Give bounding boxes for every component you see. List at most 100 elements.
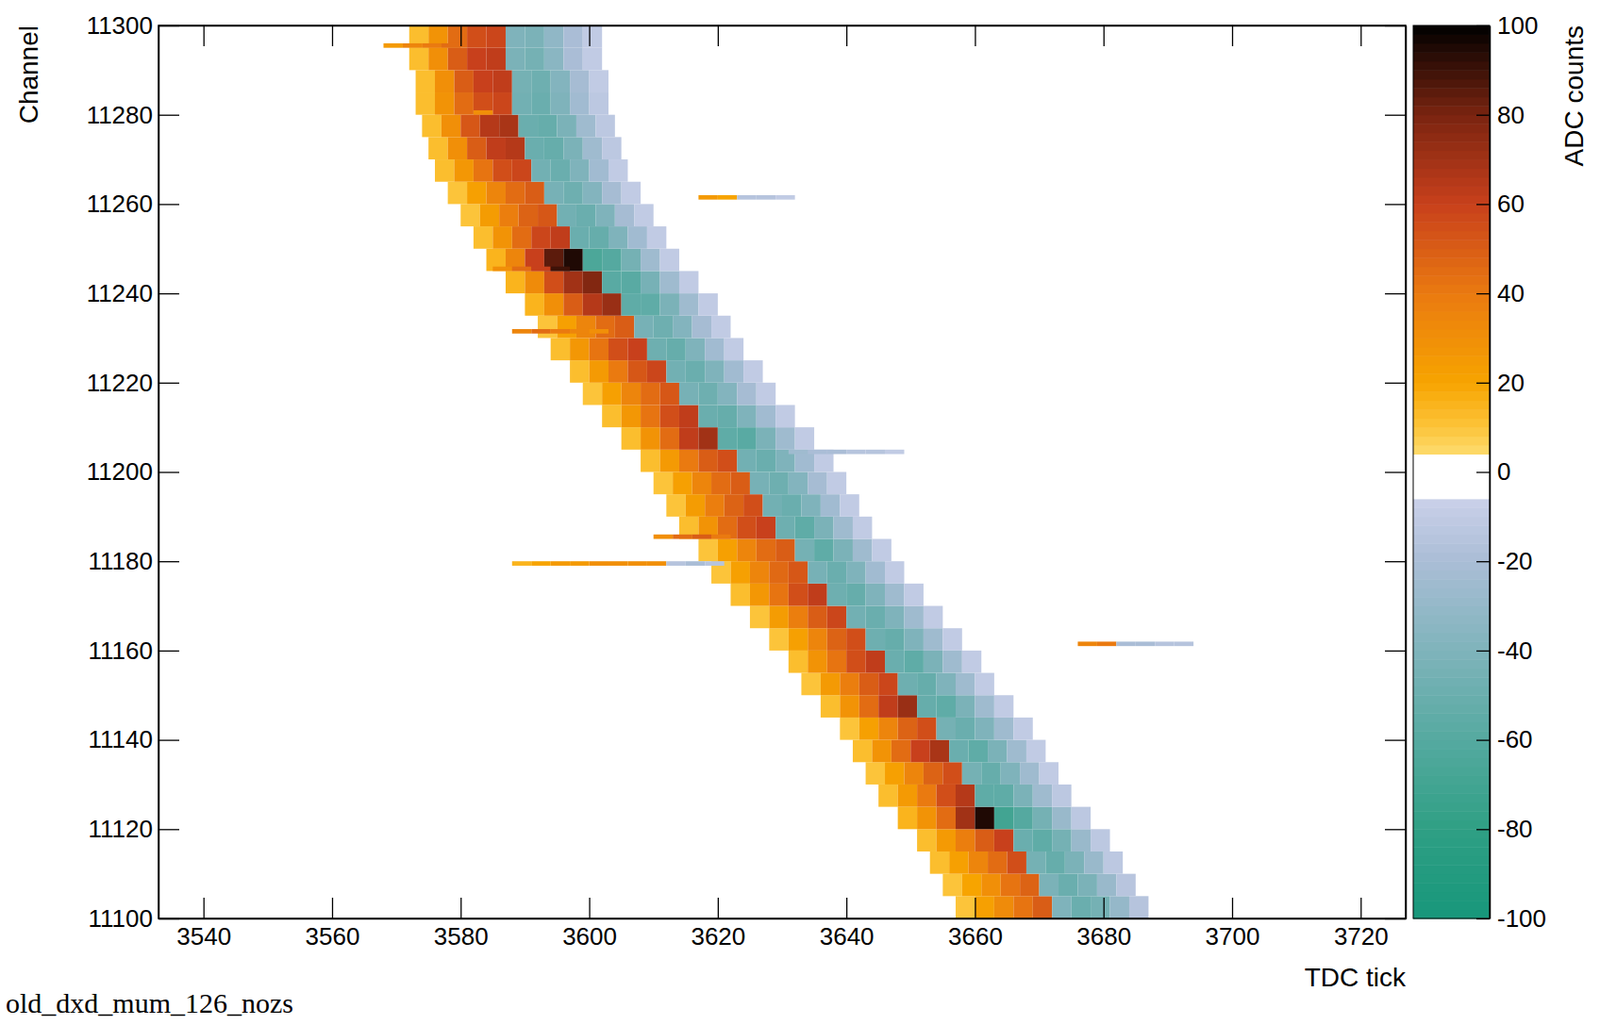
cell bbox=[460, 203, 480, 227]
cell bbox=[621, 427, 641, 450]
cell bbox=[453, 92, 473, 116]
cell bbox=[788, 650, 808, 674]
cell bbox=[647, 360, 667, 384]
tick-mark bbox=[846, 25, 848, 47]
cell bbox=[974, 784, 994, 808]
cell bbox=[827, 606, 847, 630]
colorbar-swatch bbox=[1413, 105, 1490, 116]
cell bbox=[846, 628, 866, 651]
cell bbox=[685, 494, 705, 517]
cell bbox=[949, 851, 968, 875]
x-axis: 3540356035803600362036403660368037003720 bbox=[159, 898, 1407, 951]
colorbar-swatch bbox=[1413, 641, 1490, 651]
colorbar-swatch bbox=[1413, 793, 1490, 803]
cell bbox=[898, 784, 917, 808]
cell bbox=[756, 450, 776, 473]
cell bbox=[717, 539, 737, 563]
tick-mark bbox=[1384, 471, 1406, 473]
tick-mark bbox=[1384, 383, 1406, 384]
cell bbox=[724, 337, 744, 361]
cell bbox=[955, 829, 975, 852]
tick-mark bbox=[974, 898, 976, 919]
tick: 60 bbox=[1476, 189, 1525, 218]
tick-mark bbox=[1384, 293, 1406, 295]
tick: 11280 bbox=[86, 100, 180, 130]
cell bbox=[866, 561, 885, 584]
tick bbox=[717, 25, 719, 47]
cell bbox=[814, 516, 834, 540]
cell bbox=[1103, 851, 1123, 875]
cell bbox=[685, 360, 705, 384]
tick: 80 bbox=[1476, 100, 1525, 130]
tick: 3660 bbox=[948, 898, 1003, 951]
cell bbox=[768, 472, 788, 496]
cell bbox=[994, 829, 1014, 852]
cell bbox=[923, 650, 943, 674]
cell bbox=[724, 494, 744, 517]
tick-mark bbox=[1103, 25, 1105, 47]
cell bbox=[833, 516, 853, 540]
cell bbox=[583, 270, 602, 294]
cell bbox=[583, 293, 602, 317]
cell bbox=[846, 606, 866, 630]
cell bbox=[827, 628, 847, 651]
colorbar-swatch bbox=[1413, 499, 1490, 509]
colorbar-swatch bbox=[1413, 427, 1490, 437]
cell bbox=[531, 69, 550, 93]
cell bbox=[704, 494, 724, 517]
cell bbox=[852, 539, 872, 563]
tick-label: 3580 bbox=[433, 922, 489, 951]
cell bbox=[383, 43, 403, 49]
cell bbox=[448, 182, 467, 205]
cell bbox=[878, 695, 898, 718]
cell bbox=[608, 337, 628, 361]
cell bbox=[569, 226, 589, 250]
cell bbox=[763, 494, 783, 517]
tick-mark bbox=[717, 25, 719, 47]
cell bbox=[518, 203, 538, 227]
cell bbox=[583, 48, 602, 71]
colorbar-swatch bbox=[1413, 150, 1490, 161]
tick: 20 bbox=[1476, 368, 1525, 398]
cell bbox=[595, 115, 615, 138]
tick bbox=[332, 25, 334, 47]
colorbar-swatch bbox=[1413, 749, 1490, 759]
cell bbox=[569, 561, 589, 567]
cell bbox=[589, 337, 609, 361]
cell bbox=[782, 494, 801, 517]
tick bbox=[1384, 561, 1406, 563]
cell bbox=[1090, 896, 1110, 919]
colorbar-swatch bbox=[1413, 489, 1490, 500]
cell bbox=[473, 92, 493, 116]
cell bbox=[788, 472, 808, 496]
cell bbox=[800, 494, 820, 517]
cell bbox=[466, 48, 486, 71]
colorbar-swatch bbox=[1413, 481, 1490, 491]
cell bbox=[1019, 874, 1039, 898]
colorbar-swatch bbox=[1413, 213, 1490, 223]
cell bbox=[583, 136, 602, 160]
cell bbox=[556, 115, 576, 138]
cell bbox=[884, 650, 904, 674]
cell bbox=[608, 159, 628, 183]
colorbar-swatch bbox=[1413, 775, 1490, 785]
tick-label: 11100 bbox=[88, 904, 153, 934]
cell bbox=[1065, 851, 1084, 875]
cell bbox=[930, 851, 950, 875]
colorbar-swatch bbox=[1413, 391, 1490, 401]
cell bbox=[563, 25, 583, 49]
cell bbox=[537, 316, 557, 339]
cell bbox=[402, 43, 422, 49]
cell bbox=[692, 472, 712, 496]
cell bbox=[466, 182, 486, 205]
tick-label: 3560 bbox=[305, 922, 361, 951]
colorbar-swatch bbox=[1413, 472, 1490, 483]
colorbar-swatch bbox=[1413, 865, 1490, 875]
colorbar-swatch bbox=[1413, 695, 1490, 705]
cell bbox=[473, 159, 493, 183]
cell bbox=[736, 516, 756, 540]
cell bbox=[807, 628, 827, 651]
cell bbox=[1174, 641, 1194, 647]
cell bbox=[660, 270, 680, 294]
cell bbox=[647, 337, 667, 361]
